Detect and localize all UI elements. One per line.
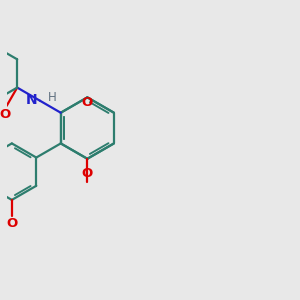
Text: O: O [0,108,11,121]
Text: O: O [82,167,93,179]
Text: O: O [6,217,17,230]
Text: N: N [26,93,38,106]
Text: O: O [82,96,93,110]
Text: H: H [48,91,57,104]
